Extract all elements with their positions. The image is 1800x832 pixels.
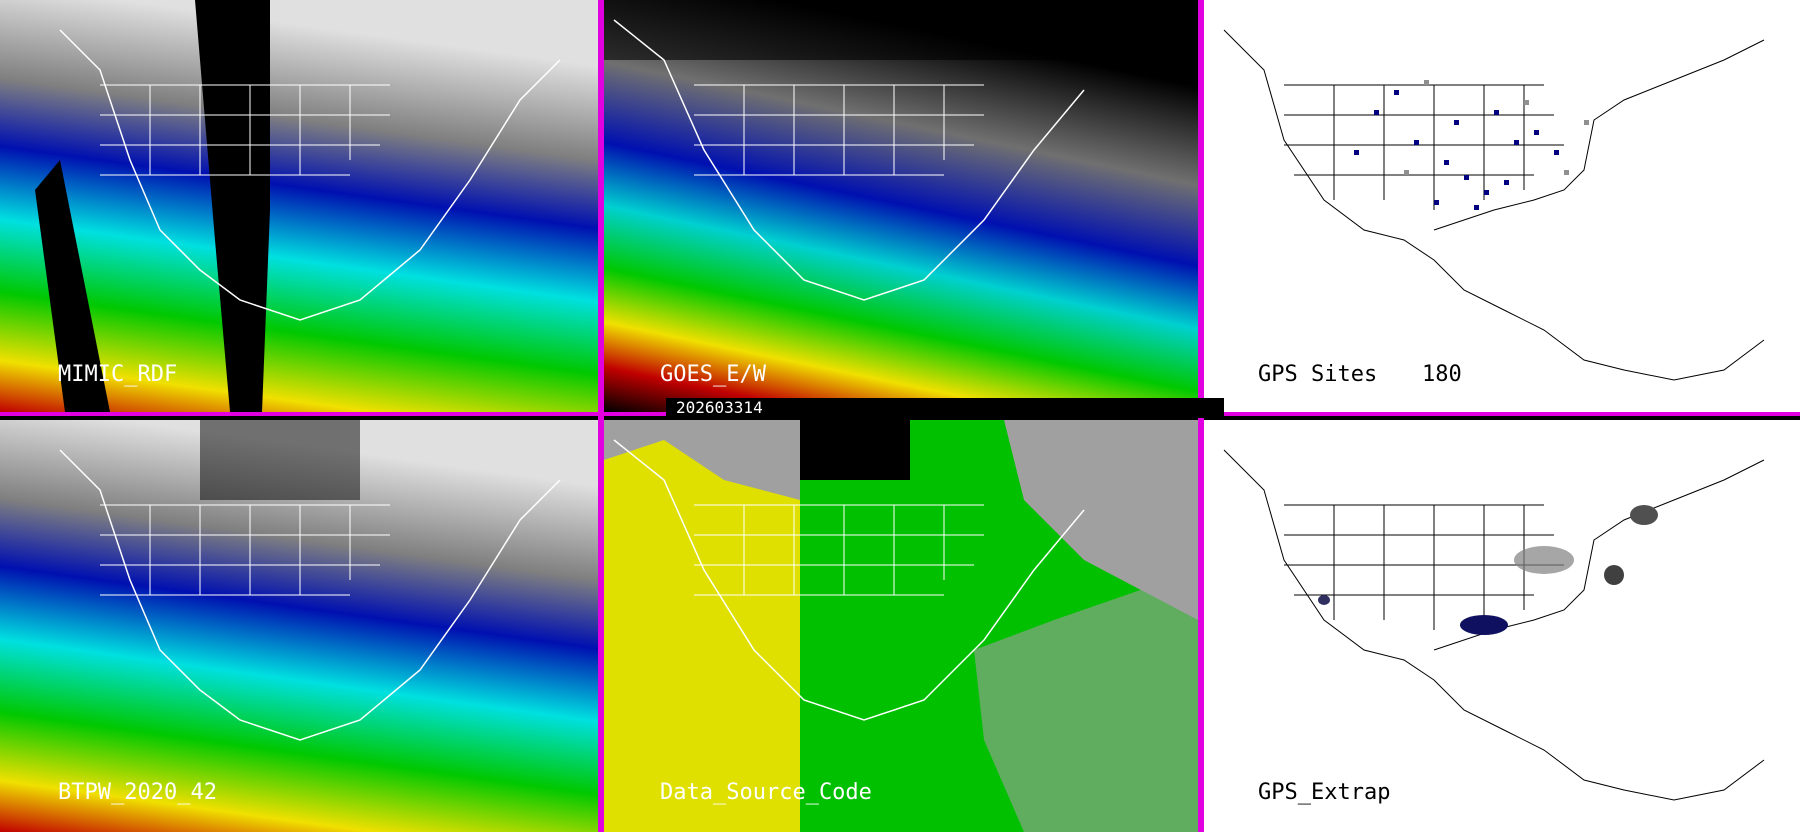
panel-label: MIMIC_RDF bbox=[58, 362, 178, 387]
date-label: 202603314 bbox=[676, 398, 763, 417]
panel-mimic-rdf: MIMIC_RDF bbox=[0, 0, 598, 412]
swath-gap bbox=[195, 0, 270, 412]
source-gray bbox=[974, 570, 1198, 832]
state-borders bbox=[100, 504, 390, 596]
coastline bbox=[1223, 29, 1765, 381]
panel-label: GOES_E/W bbox=[660, 362, 766, 387]
source-gray bbox=[1004, 420, 1198, 620]
date-bar: 202603314 bbox=[666, 398, 1224, 418]
state-borders bbox=[694, 84, 984, 176]
panel-label: GPS Sites bbox=[1258, 362, 1378, 387]
state-borders bbox=[1284, 84, 1564, 210]
site-count: 180 bbox=[1422, 362, 1462, 387]
gps-site-markers bbox=[1354, 90, 1559, 210]
source-yellow bbox=[604, 440, 800, 832]
extrap-region-west bbox=[1318, 595, 1330, 605]
swath-gap bbox=[35, 160, 110, 412]
state-borders bbox=[694, 504, 984, 596]
panel-label: GPS_Extrap bbox=[1258, 780, 1391, 805]
coastline bbox=[613, 19, 1085, 301]
panel-label: BTPW_2020_42 bbox=[58, 780, 217, 805]
extrap-region-gulf bbox=[1460, 615, 1508, 635]
gps-site-markers-gray bbox=[1404, 80, 1589, 175]
panel-goes-ew: GOES_E/W bbox=[604, 0, 1198, 412]
extrap-region-coast bbox=[1604, 565, 1624, 585]
panel-data-source-code: Data_Source_Code bbox=[604, 420, 1198, 832]
extrap-region-northeast bbox=[1514, 546, 1574, 574]
panel-gps-sites: GPS Sites 180 bbox=[1204, 0, 1800, 412]
divider-vertical-left bbox=[598, 0, 604, 832]
coastline bbox=[613, 439, 1085, 721]
panel-btpw: BTPW_2020_42 bbox=[0, 420, 598, 832]
state-borders bbox=[100, 84, 390, 176]
panel-gps-extrap: GPS_Extrap bbox=[1204, 420, 1800, 832]
panel-label: Data_Source_Code bbox=[660, 780, 872, 805]
extrap-region-atlantic bbox=[1630, 505, 1658, 525]
coastline bbox=[1223, 449, 1765, 801]
